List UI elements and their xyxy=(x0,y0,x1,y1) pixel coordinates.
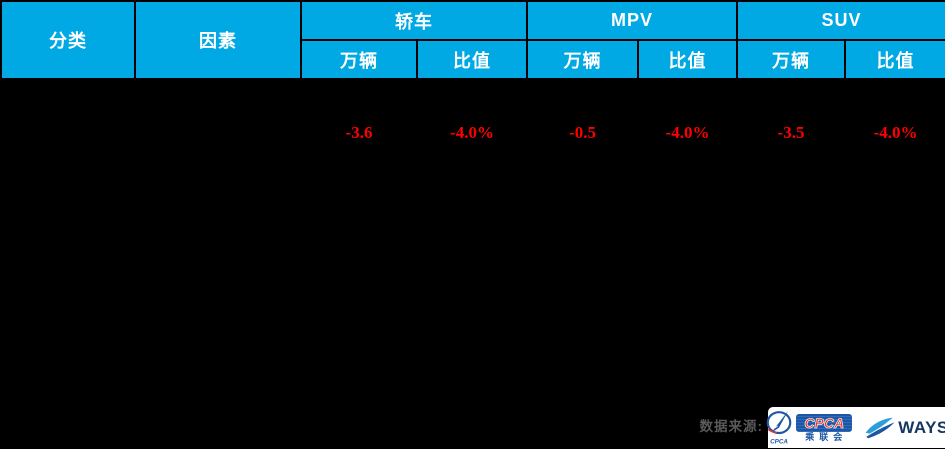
header-cell-mpv-ratio: 比值 xyxy=(636,39,739,80)
ways-swoosh-icon xyxy=(865,417,895,438)
cpca-logo: CPCA CPCA 乘联会 xyxy=(764,410,853,446)
cell-mpv-units: -0.5 xyxy=(527,115,638,151)
header-cell-mpv-units: 万辆 xyxy=(526,39,639,80)
svg-text:CPCA: CPCA xyxy=(770,438,788,445)
cpca-badge-text: CPCA xyxy=(804,414,845,431)
cell-category xyxy=(1,115,135,151)
logo-box: CPCA CPCA 乘联会 WAYS xyxy=(766,407,945,448)
source-label: 数据来源: xyxy=(699,419,763,434)
cpca-chinese-text: 乘联会 xyxy=(805,431,848,442)
cpca-wordmark: CPCA 乘联会 xyxy=(796,413,853,442)
header-group-sedan: 轿车 xyxy=(300,0,528,41)
ways-wordmark-text: WAYS xyxy=(898,418,945,437)
header-cell-sedan-units: 万辆 xyxy=(300,39,418,80)
ways-logo: WAYS xyxy=(864,415,945,441)
redacted-body xyxy=(1,151,945,449)
header-cell-suv-units: 万辆 xyxy=(736,39,847,80)
header-group-suv: SUV xyxy=(736,0,945,41)
header-cell-factor: 因素 xyxy=(134,0,302,80)
cell-factor xyxy=(135,115,301,151)
table-row-values: -3.6 -4.0% -0.5 -4.0% -3.5 -4.0% xyxy=(1,115,945,151)
header-group-mpv: MPV xyxy=(525,0,739,41)
cpca-badge: CPCA xyxy=(796,413,853,432)
data-source: 数据来源: CPCA CPCA 乘联会 xyxy=(645,400,945,448)
redacted-row xyxy=(1,79,945,115)
header-cell-suv-ratio: 比值 xyxy=(844,39,945,80)
cell-mpv-ratio: -4.0% xyxy=(638,115,738,151)
cell-suv-ratio: -4.0% xyxy=(845,115,945,151)
cell-sedan-units: -3.6 xyxy=(301,115,417,151)
header-cell-category: 分类 xyxy=(0,0,136,80)
cell-suv-units: -3.5 xyxy=(737,115,846,151)
cell-sedan-ratio: -4.0% xyxy=(417,115,527,151)
header-cell-sedan-ratio: 比值 xyxy=(416,39,528,80)
cpca-emblem-icon: CPCA xyxy=(766,410,792,445)
